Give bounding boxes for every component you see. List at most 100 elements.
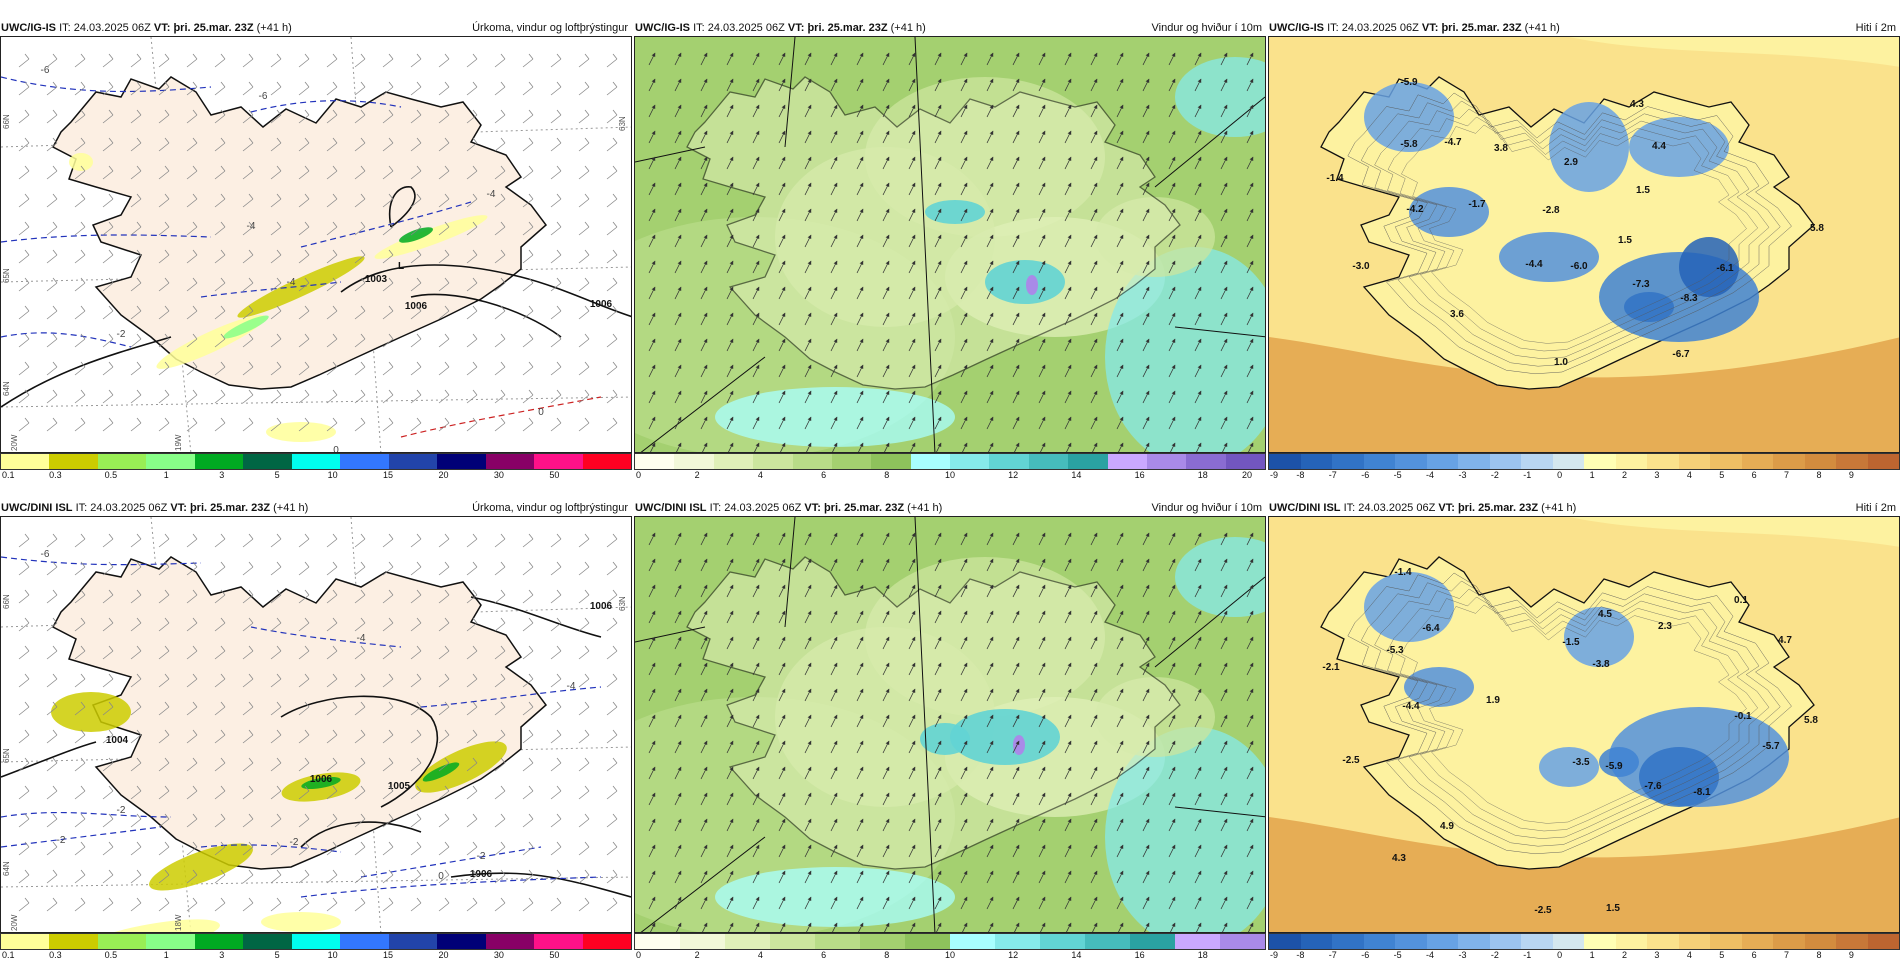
wind-barb [158,561,170,576]
colorbar-cell [485,934,535,949]
wind-arrow [908,338,916,352]
colorbar-tick-label: 5 [274,470,280,480]
map-area: -1.4 -6.4 -5.3 -2.1 -4.4 -2.5 1.9 -1.5 4.5 -3.8 2.… [1268,516,1900,933]
colorbar-cell [1269,934,1301,949]
colorbar-cell [1,934,50,949]
wind-barb [214,701,226,716]
wind-barb [158,645,170,660]
wind-barb [326,305,338,320]
wind-arrow [934,104,942,118]
wind-barb [550,757,562,772]
colorbar-tick-label: 0 [1557,950,1563,960]
wind-barb [242,53,254,68]
wind-arrow [986,78,994,92]
colorbar-tick-label: 30 [493,950,504,960]
colorbar-tick-label: 0.1 [2,950,15,960]
temperature-label: -3.8 [1592,659,1610,670]
wind-arrow [1220,156,1228,170]
wind-barb [466,53,478,68]
wind-arrow [830,416,838,430]
wind-barb [270,869,282,884]
colorbar-cell [437,934,486,949]
wind-barb [214,813,226,828]
wind-barb [522,897,534,912]
wind-barb [270,249,282,264]
wind-arrow [1194,286,1202,300]
isobar-label: 1004 [106,735,129,746]
wind-barb [410,533,422,548]
colorbar-cell [1710,454,1742,469]
colorbar-ticks: -9 -8 -7 -6 -5 -4 -3 -2 -1 0 1 2 3 4 5 6 7 8 9 [1268,950,1900,964]
wind-barb [494,193,506,208]
colorbar-tick-label: 0.3 [49,950,62,960]
wind-barb [46,785,58,800]
colorbar-cell [831,454,872,469]
isotherm-line [200,844,342,853]
isobar-line [389,186,416,228]
valid-time: þri. 25.mar. 23Z [1457,502,1539,514]
wind-arrow [1220,104,1228,118]
colorbar-cell [1363,934,1395,949]
map-area [634,516,1266,933]
wind-barb [270,729,282,744]
colorbar-cell [1225,454,1265,469]
wind-barb [270,81,282,96]
wind-arrow [1012,260,1020,274]
wind-arrow [674,234,682,248]
latitude-gridline [1,876,631,888]
wind-arrow [960,390,968,404]
wind-barb [102,53,114,68]
wind-barb [298,361,310,376]
wind-arrow [1142,312,1150,326]
colorbar-tick-label: 30 [493,470,504,480]
parameter-title: Úrkoma, vindur og loftþrýstingur [472,22,628,34]
wind-barb [298,53,310,68]
parameter-title: Hiti í 2m [1855,22,1896,34]
valid-time: þri. 25.mar. 23Z [173,22,254,34]
wind-arrow [908,260,916,274]
wind-arrow [1064,78,1072,92]
wind-barb [18,81,30,96]
wind-arrow [910,442,916,452]
wind-arrow [1142,104,1150,118]
map-area: 1003 1006 1006 -6 -6 -4 -4 -4 -2 0 0 L 66N 65N 64N 63N 2… [0,36,632,453]
colorbar-cell [910,454,950,469]
wind-arrow [986,558,994,572]
wind-arrow [908,130,916,144]
colorbar-cell [1363,454,1395,469]
wind-barb [438,361,450,376]
wind-arrow [1012,390,1020,404]
wind-barb [186,417,198,432]
wind-barb [606,137,618,152]
wind-barb [186,533,198,548]
wind-barb [242,757,254,772]
wind-barb [298,869,310,884]
wind-barb [242,785,254,800]
wind-barb [494,165,506,180]
temperature-label: -2.8 [1542,205,1560,216]
wind-barb [298,785,310,800]
wind-arrow [752,532,760,546]
temperature-label: 5.8 [1810,223,1824,234]
isobar-label: 1006 [590,601,613,612]
wind-barb [18,361,30,376]
colorbar-cell [1395,454,1427,469]
colorbar-cell [1426,934,1458,949]
wind-barb [550,617,562,632]
isotherm-label: -2 [117,805,126,816]
wind-barb [130,589,142,604]
wind-barb [74,841,86,856]
wind-arrow [778,130,786,144]
wind-arrow [1220,208,1228,222]
colorbar-tick-label: 0 [636,950,642,960]
wind-barb [74,277,86,292]
region-boundary [635,37,1265,452]
wind-barb [522,617,534,632]
wind-barb [46,109,58,124]
wind-arrow [1194,156,1202,170]
wind-barb [550,109,562,124]
wind-barb [214,869,226,884]
wind-arrow [1090,364,1098,378]
wind-barb [550,361,562,376]
wind-arrow [1220,286,1228,300]
